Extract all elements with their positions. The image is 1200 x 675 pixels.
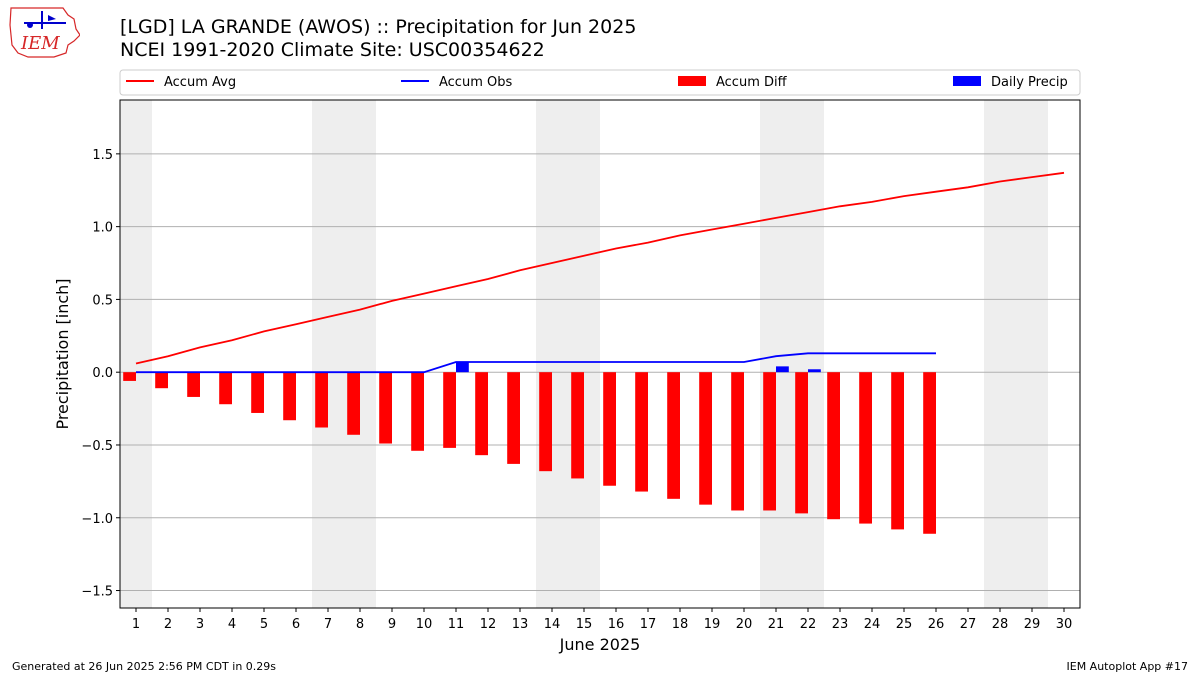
accum-diff-bar [891,372,904,530]
x-tick-label: 5 [260,617,268,632]
y-tick-label: 1.0 [92,221,113,236]
svg-text:IEM: IEM [20,33,60,54]
accum-diff-bar [699,372,712,505]
plot-frame [119,99,1081,609]
legend-patch-swatch [678,76,706,86]
accum-diff-bar [571,372,584,479]
x-tick-label: 9 [388,617,396,632]
accum-avg-line [135,171,1065,365]
weekend-shade [120,100,152,608]
x-tick-label: 3 [196,617,204,632]
x-tick-label: 11 [448,617,465,632]
x-tick-label: 6 [292,617,300,632]
accum-diff-bar [411,372,424,451]
chart-subtitle: NCEI 1991-2020 Climate Site: USC00354622 [120,39,545,61]
x-tick-label: 4 [228,617,236,632]
accum-diff-bar [219,372,232,405]
accum-diff-bar [507,372,520,464]
legend-label: Accum Obs [439,75,512,90]
x-tick-label: 7 [324,617,332,632]
accum-diff-bar [443,372,456,448]
chart-title: [LGD] LA GRANDE (AWOS) :: Precipitation … [120,16,637,38]
generated-timestamp: Generated at 26 Jun 2025 2:56 PM CDT in … [12,660,277,673]
x-tick-label: 10 [416,617,433,632]
x-tick-label: 20 [736,617,753,632]
y-tick-label: 0.5 [92,293,113,308]
accum-diff-bar [187,372,200,397]
legend-label: Accum Diff [716,75,788,90]
x-tick-label: 21 [768,617,785,632]
x-tick-label: 2 [164,617,172,632]
y-tick-label: −1.0 [81,512,113,527]
daily-precip-bar [808,369,821,373]
x-axis-label: June 2025 [559,635,641,654]
daily-precip-bar [776,366,789,373]
accum-diff-bar [795,372,808,514]
legend-patch-swatch [953,76,981,86]
x-tick-label: 8 [356,617,364,632]
accum-diff-bar [859,372,872,524]
x-tick-label: 23 [832,617,849,632]
x-tick-label: 17 [640,617,657,632]
x-tick-label: 15 [576,617,593,632]
x-tick-label: 14 [544,617,561,632]
weekend-shade [312,100,376,608]
legend-label: Accum Avg [164,75,236,90]
accum-diff-bar [379,372,392,444]
accum-diff-bar [347,372,360,435]
accum-diff-bar [475,372,488,456]
y-tick-label: −1.5 [81,585,113,600]
accum-diff-bar [827,372,840,520]
x-tick-label: 22 [800,617,817,632]
accum-diff-bar [123,372,136,381]
daily-precip-bar [456,362,469,373]
legend-box [119,69,1081,96]
accum-diff-bar [315,372,328,428]
accum-diff-bar [763,372,776,511]
iem-logo: IEM [8,5,81,60]
accum-diff-bar [923,372,936,534]
y-tick-label: 1.5 [92,148,113,163]
app-credit: IEM Autoplot App #17 [1066,660,1189,673]
x-tick-label: 25 [896,617,913,632]
accum-diff-bar [155,372,168,389]
x-tick-label: 18 [672,617,689,632]
x-tick-label: 16 [608,617,625,632]
x-tick-label: 13 [512,617,529,632]
x-tick-label: 27 [960,617,977,632]
accum-obs-line [136,352,936,374]
weekend-shade [536,100,600,608]
x-tick-label: 1 [132,617,140,632]
accum-diff-bar [251,372,264,413]
x-tick-label: 29 [1024,617,1041,632]
accum-diff-bar [667,372,680,499]
x-tick-label: 19 [704,617,721,632]
y-tick-label: 0.0 [92,366,113,381]
weekend-shade [984,100,1048,608]
legend-label: Daily Precip [991,75,1068,90]
accum-diff-bar [731,372,744,511]
accum-diff-bar [603,372,616,486]
accum-diff-bar [635,372,648,492]
x-tick-label: 26 [928,617,945,632]
accum-diff-bar [283,372,296,421]
x-tick-label: 28 [992,617,1009,632]
accum-diff-bar [539,372,552,472]
y-tick-label: −0.5 [81,439,113,454]
x-tick-label: 30 [1056,617,1073,632]
x-tick-label: 24 [864,617,881,632]
x-tick-label: 12 [480,617,497,632]
y-axis-label: Precipitation [inch] [53,278,72,429]
